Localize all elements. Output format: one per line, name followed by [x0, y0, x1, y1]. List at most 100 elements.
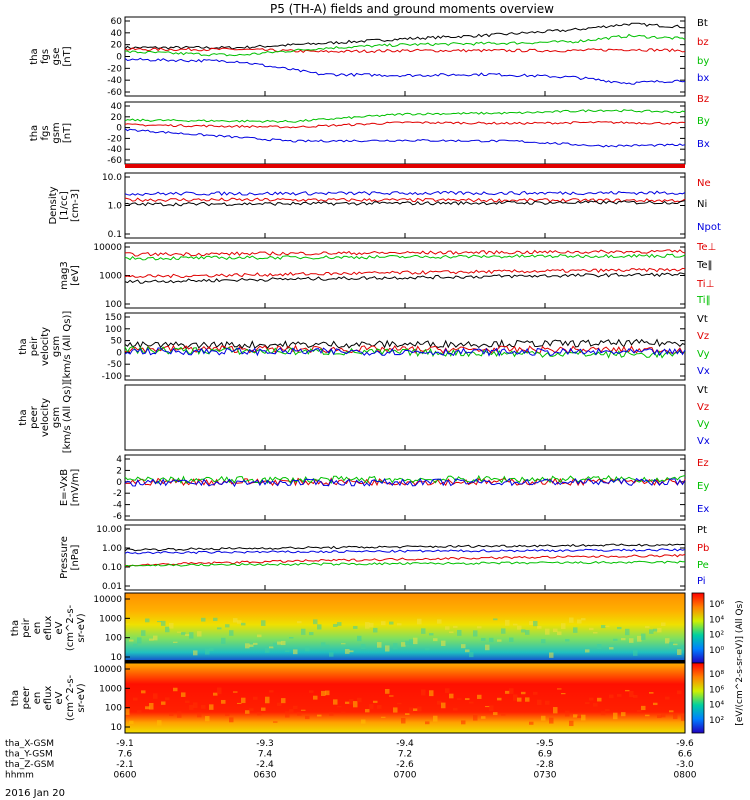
- heatmap-streak: [161, 620, 166, 626]
- heatmap-streak: [513, 623, 518, 626]
- y-axis-label: [km/s (All Qs)]: [62, 382, 73, 454]
- y-axis-label: [mV/m]: [70, 469, 81, 507]
- heatmap-streak: [597, 644, 602, 650]
- heatmap-streak: [461, 644, 466, 649]
- heatmap-fill-gap: [125, 660, 685, 663]
- heatmap-streak: [573, 714, 578, 718]
- panel-frame: [124, 662, 686, 734]
- heatmap-streak: [577, 715, 582, 718]
- y-axis-label: tha: [10, 690, 21, 706]
- ephemeris-label: tha_Z-GSM: [5, 760, 54, 770]
- y-axis-label: eV: [54, 691, 65, 704]
- y-axis-label: fgs: [40, 125, 51, 140]
- heatmap-streak: [505, 690, 510, 694]
- ephemeris-value: 7.2: [398, 750, 412, 760]
- heatmap-streak: [269, 646, 274, 649]
- heatmap-streak: [281, 640, 286, 646]
- heatmap-streak: [485, 706, 490, 708]
- series-line-bz: [124, 47, 686, 54]
- y-tick-label: 100: [105, 325, 122, 335]
- heatmap-streak: [501, 628, 506, 634]
- y-axis-label: tha: [29, 48, 40, 64]
- colorbar-tick-label: 10⁴: [709, 615, 724, 625]
- heatmap-streak: [273, 721, 278, 723]
- heatmap-streak: [249, 708, 254, 712]
- legend-label: Ti⊥: [696, 279, 714, 290]
- heatmap-streak: [329, 712, 334, 716]
- heatmap-streak: [405, 713, 410, 716]
- heatmap-streak: [357, 635, 362, 642]
- y-tick-label: -20: [107, 64, 122, 74]
- heatmap-streak: [401, 717, 406, 724]
- series-line-By: [124, 109, 686, 123]
- heatmap-streak: [453, 707, 458, 711]
- heatmap-streak: [349, 650, 354, 653]
- ephemeris-value: -2.6: [396, 760, 414, 770]
- y-axis-label: (cm^2-s-: [65, 604, 76, 651]
- legend-label: Te‖: [696, 260, 713, 271]
- heatmap-streak: [421, 628, 426, 634]
- heatmap-streak: [129, 639, 134, 642]
- heatmap-streak: [585, 649, 590, 653]
- heatmap-streak: [605, 709, 610, 712]
- heatmap-streak: [165, 697, 170, 701]
- heatmap-streak: [461, 720, 466, 725]
- heatmap-streak: [637, 635, 642, 642]
- heatmap-streak: [681, 715, 686, 721]
- heatmap-streak: [297, 621, 302, 624]
- y-tick-label: -20: [107, 134, 122, 144]
- heatmap-streak: [561, 623, 566, 629]
- heatmap-streak: [217, 687, 222, 695]
- y-axis-label: peir: [21, 617, 32, 637]
- heatmap-streak: [445, 626, 450, 630]
- heatmap-streak: [169, 622, 174, 629]
- heatmap-streak: [157, 720, 162, 726]
- y-axis-label: eV: [54, 621, 65, 634]
- heatmap-streak: [441, 640, 446, 646]
- heatmap-streak: [665, 696, 670, 700]
- series-line-Pi: [124, 548, 686, 555]
- heatmap-streak: [213, 617, 218, 622]
- panel-frame: [124, 101, 686, 165]
- y-tick-label: 10000: [93, 243, 122, 253]
- heatmap-streak: [405, 640, 410, 645]
- footer-ephemeris: tha_X-GSM -9.1 -9.3 -9.4 -9.5 -9.6 tha_Y-GSM 7.…: [5, 739, 697, 781]
- heatmap-streak: [513, 694, 518, 701]
- heatmap-streak: [609, 647, 614, 650]
- y-tick-label: 1000: [99, 684, 122, 694]
- y-axis-label: [nT]: [62, 123, 73, 143]
- ephemeris-value: -9.5: [536, 739, 554, 749]
- heatmap-streak: [257, 712, 262, 716]
- y-tick-label: 20: [111, 113, 123, 123]
- heatmap-streak: [253, 696, 258, 700]
- series-line-Ni: [124, 200, 686, 207]
- legend-label: Ni: [697, 199, 707, 210]
- heatmap-streak: [561, 692, 566, 695]
- heatmap-streak: [529, 721, 534, 725]
- heatmap-streak: [457, 698, 462, 700]
- heatmap-streak: [417, 706, 422, 712]
- heatmap-streak: [237, 702, 242, 705]
- heatmap-streak: [445, 688, 450, 694]
- y-axis-label: velocity: [40, 327, 51, 366]
- heatmap-streak: [525, 630, 530, 635]
- heatmap-streak: [377, 705, 382, 709]
- heatmap-streak: [497, 697, 502, 701]
- legend-label: Ti‖: [696, 295, 711, 306]
- heatmap-streak: [589, 697, 594, 701]
- heatmap-streak: [453, 625, 458, 628]
- heatmap-streak: [333, 699, 338, 705]
- ephemeris-value: -9.1: [116, 739, 134, 749]
- colorbar-tick-label: 10⁰: [709, 646, 724, 656]
- y-tick-label: -40: [107, 145, 122, 155]
- heatmap-streak: [349, 699, 354, 705]
- ephemeris-value: 6.9: [538, 750, 553, 760]
- colorbar-tick-label: 10⁶: [709, 685, 724, 695]
- heatmap-streak: [385, 645, 390, 652]
- y-tick-label: 0.01: [102, 582, 122, 592]
- heatmap-streak: [617, 694, 622, 697]
- heatmap-streak: [221, 699, 226, 704]
- heatmap-streak: [409, 639, 414, 646]
- heatmap-streak: [277, 641, 282, 645]
- panel-frame: [124, 384, 686, 451]
